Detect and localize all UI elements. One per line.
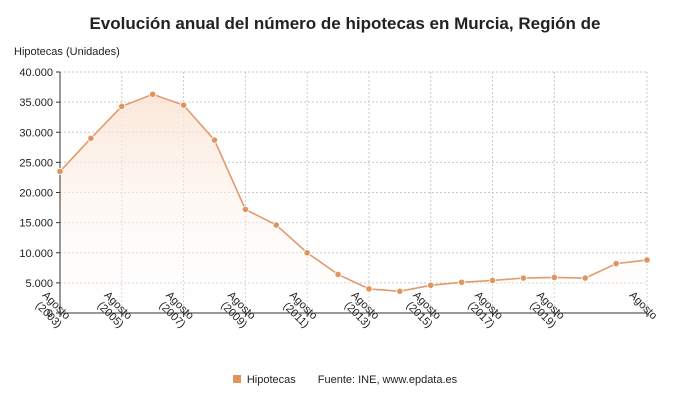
data-point [519, 274, 528, 282]
y-tick-label: 35.000 [19, 97, 53, 109]
data-point [210, 136, 219, 144]
legend: Hipotecas Fuente: INE, www.epdata.es [0, 374, 690, 386]
data-point [458, 278, 466, 286]
data-point [334, 270, 342, 279]
legend-label-hipotecas: Hipotecas [246, 374, 296, 386]
y-tick-label: 40.000 [19, 67, 53, 79]
y-tick-label: 20.000 [19, 188, 53, 200]
data-point [118, 102, 126, 110]
data-point [550, 273, 558, 282]
data-point [272, 221, 280, 229]
data-point [241, 205, 249, 213]
y-tick-label: 30.000 [19, 127, 53, 139]
source-note: Fuente: INE, www.epdata.es [317, 374, 458, 386]
chart-title: Evolución anual del número de hipotecas … [89, 14, 601, 33]
data-point [643, 256, 651, 264]
y-tick-label: 0 [47, 308, 53, 320]
y-axis-label: Hipotecas (Unidades) [14, 46, 120, 58]
y-tick-label: 10.000 [19, 248, 53, 260]
data-point [179, 101, 188, 109]
data-point [612, 259, 620, 268]
y-tick-label: 25.000 [19, 157, 53, 169]
data-point [149, 90, 157, 98]
data-point [365, 285, 373, 293]
area-layer [59, 93, 648, 313]
y-tick-labels: 0 5.000 10.000 15.000 20.000 25.000 30.000 35.0… [19, 67, 60, 320]
data-points [56, 90, 651, 295]
data-point [427, 281, 435, 289]
x-tick-labels: Agosto(2003) Agosto(2005) Agosto(2007) Agos… [33, 289, 659, 330]
y-tick-label: 15.000 [19, 218, 53, 230]
series-area-hipotecas [60, 94, 647, 313]
legend-swatch-hipotecas [232, 375, 241, 383]
data-point [303, 249, 311, 257]
data-point [396, 287, 404, 295]
y-tick-label: 5.000 [25, 278, 53, 290]
data-point [488, 276, 497, 285]
data-point [87, 134, 95, 142]
data-point [56, 167, 64, 176]
series-line-hipotecas [59, 93, 648, 293]
data-point [581, 274, 589, 282]
